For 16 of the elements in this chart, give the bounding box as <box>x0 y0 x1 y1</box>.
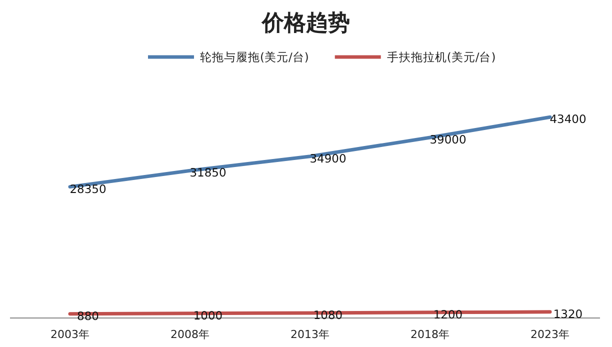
data-label: 43400 <box>550 112 586 126</box>
x-tick-label: 2013年 <box>290 328 330 341</box>
x-tick-label: 2023年 <box>530 328 570 341</box>
x-tick-label: 2018年 <box>410 328 450 341</box>
legend-label: 轮拖与履拖(美元/台) <box>200 50 309 64</box>
data-label: 1080 <box>313 308 343 322</box>
chart-title: 价格趋势 <box>261 11 350 36</box>
legend-label: 手扶拖拉机(美元/台) <box>386 50 496 64</box>
data-label: 31850 <box>190 166 226 180</box>
data-label: 39000 <box>430 132 466 146</box>
data-label: 880 <box>77 308 99 323</box>
data-label: 1320 <box>553 306 583 321</box>
data-label: 28350 <box>70 182 106 196</box>
x-tick-label: 2003年 <box>50 328 90 341</box>
x-tick-label: 2008年 <box>170 328 210 341</box>
data-label: 34900 <box>310 151 346 166</box>
